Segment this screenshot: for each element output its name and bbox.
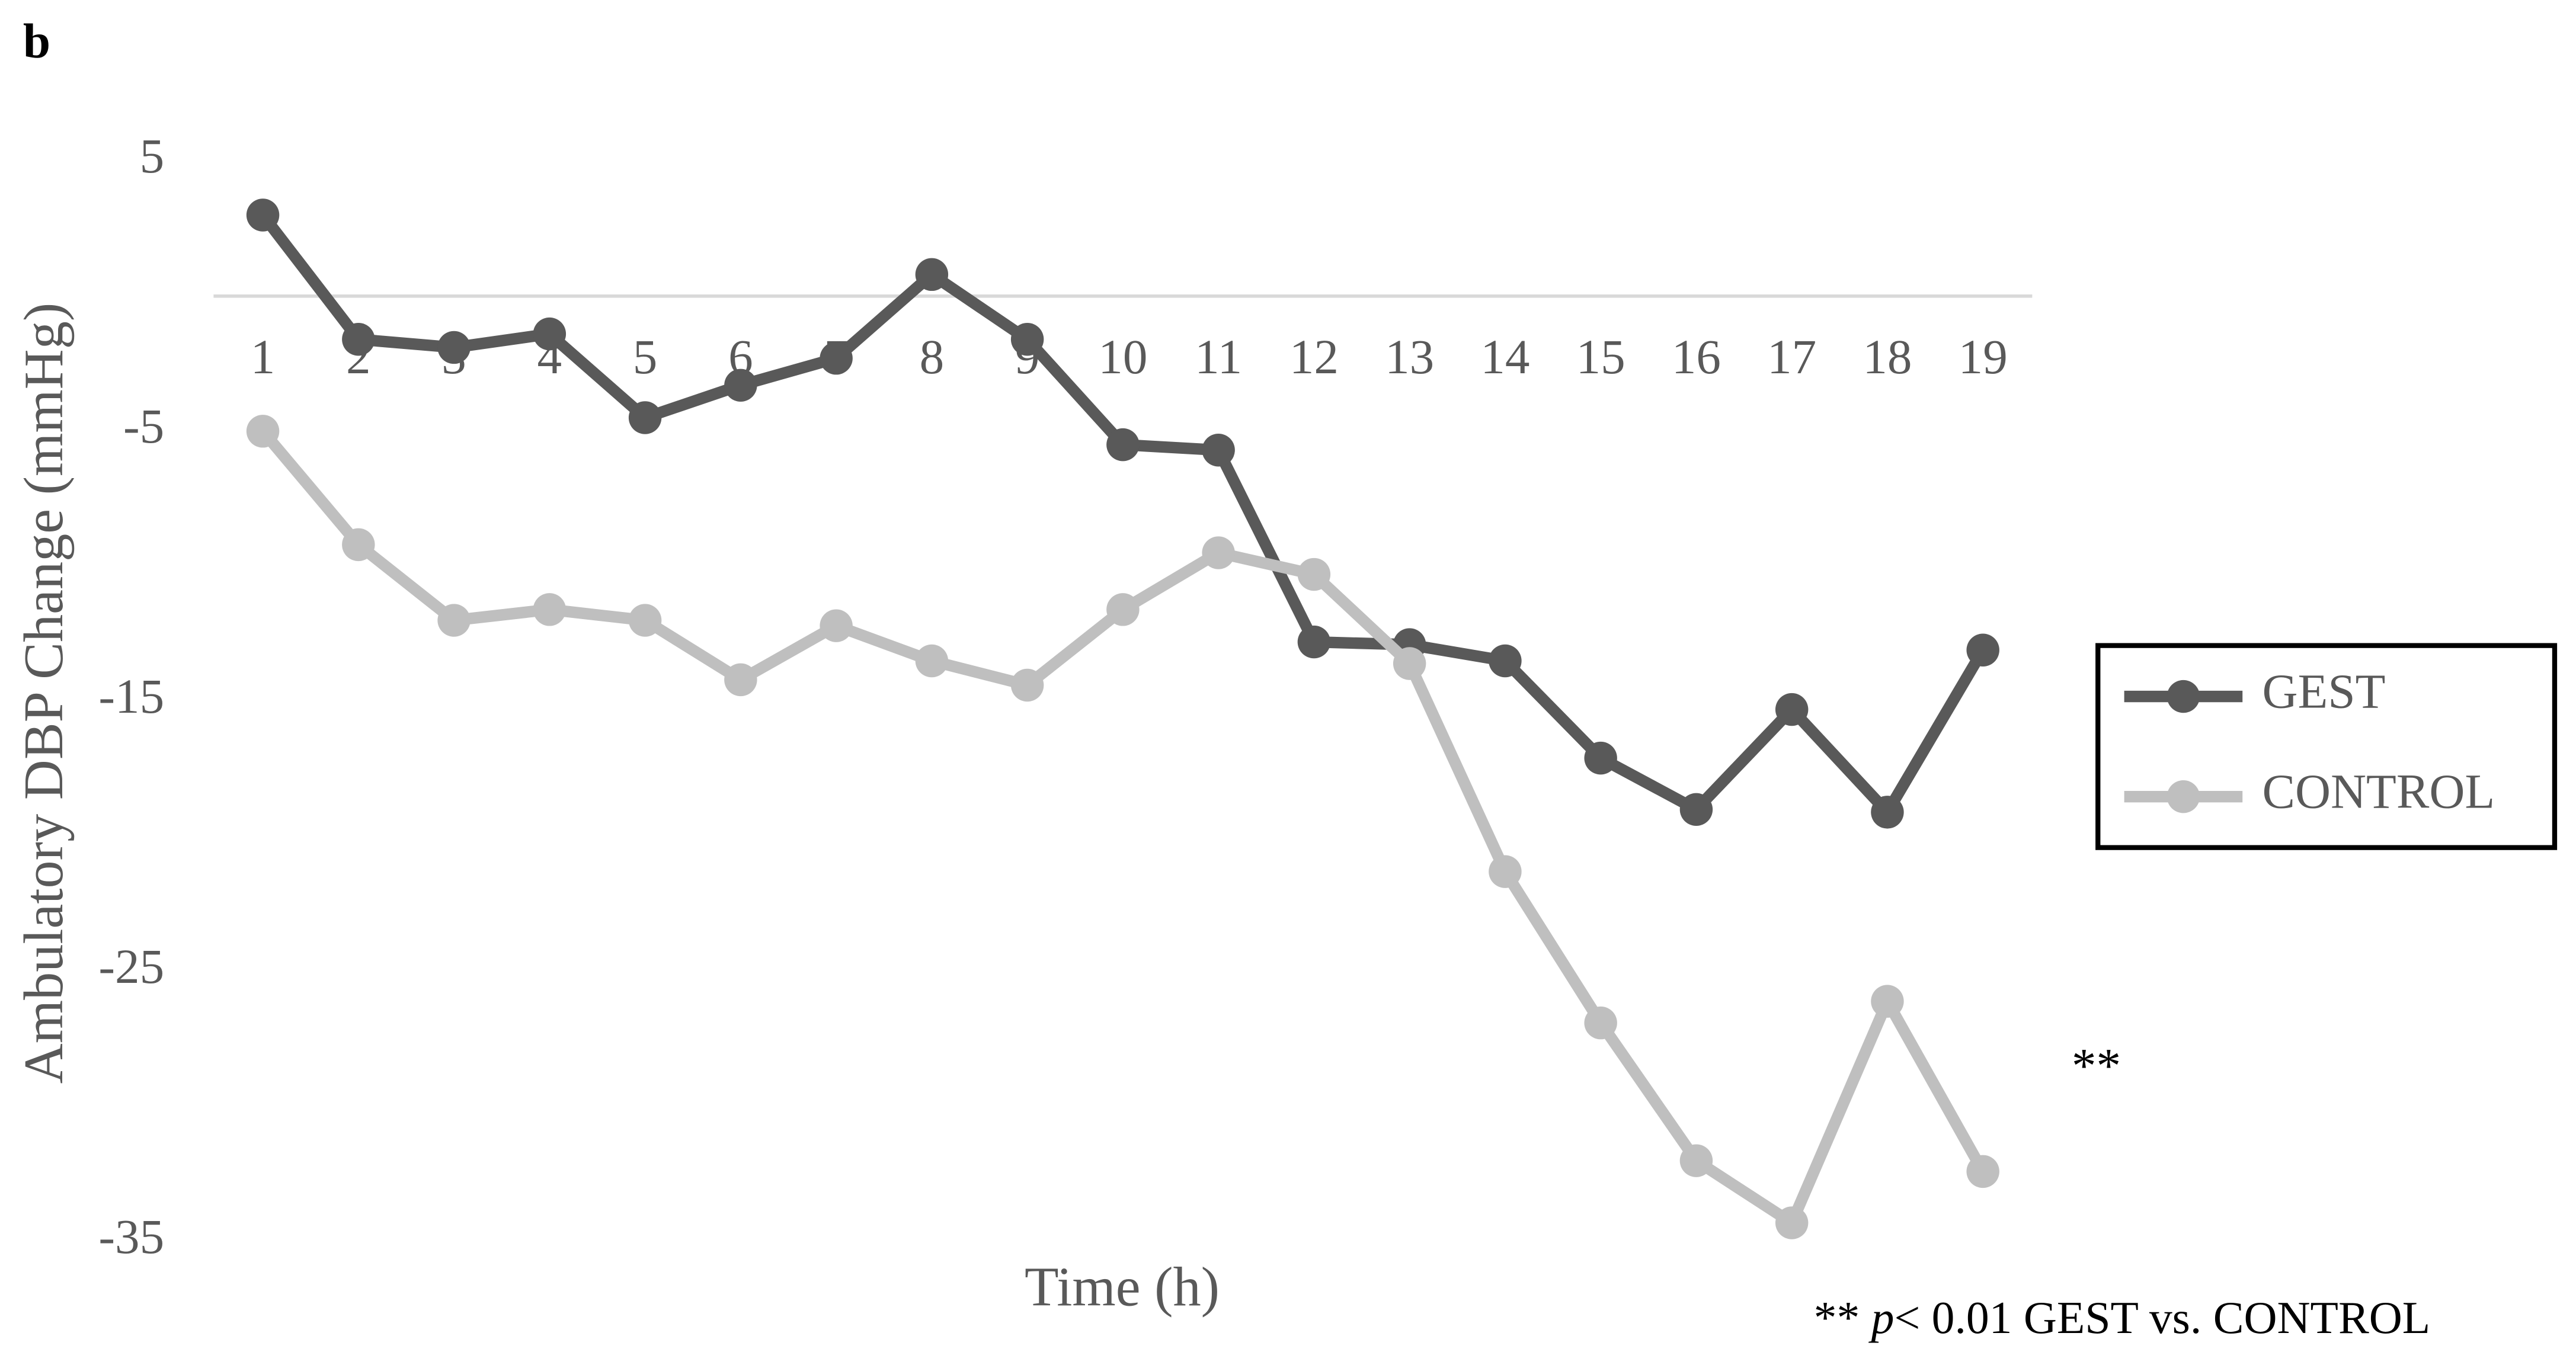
data-point: [437, 331, 471, 364]
footnote-part: p: [1868, 1292, 1895, 1343]
x-axis-title: Time (h): [1025, 1257, 1220, 1318]
data-point: [915, 258, 949, 291]
y-tick-label: -35: [98, 1209, 164, 1264]
x-tick-label: 11: [1195, 329, 1242, 384]
x-tick-label: 15: [1576, 329, 1625, 384]
data-point: [1775, 693, 1809, 726]
data-point: [628, 401, 662, 434]
y-tick-label: -15: [98, 669, 164, 723]
y-axis-title: Ambulatory DBP Change (mmHg): [13, 303, 75, 1084]
data-point: [1202, 434, 1235, 467]
data-point: [533, 593, 567, 626]
x-tick-label: 18: [1863, 329, 1912, 384]
x-tick-label: 13: [1385, 329, 1434, 384]
y-tick-label: -5: [123, 399, 164, 453]
legend-marker: [2167, 680, 2200, 713]
data-point: [820, 609, 853, 642]
x-tick-label: 17: [1767, 329, 1816, 384]
legend-label: GEST: [2262, 664, 2385, 719]
legend-box: [2095, 643, 2558, 850]
data-point: [246, 198, 280, 232]
x-tick-label: 10: [1098, 329, 1147, 384]
data-point: [724, 663, 757, 697]
plot-area: 5-5-15-25-351234567891011121314151617181…: [98, 129, 2033, 1264]
data-point: [1871, 796, 1904, 829]
x-tick-label: 12: [1289, 329, 1339, 384]
y-tick-label: -25: [98, 939, 164, 994]
data-point: [1679, 793, 1713, 826]
data-point: [1489, 644, 1522, 678]
footnote-part: < 0.01 GEST vs. CONTROL: [1894, 1292, 2430, 1343]
data-point: [1489, 855, 1522, 888]
y-tick-label: 5: [140, 129, 165, 183]
data-point: [1106, 593, 1140, 626]
data-point: [1584, 1006, 1617, 1040]
data-point: [915, 644, 949, 678]
x-tick-label: 19: [1959, 329, 2008, 384]
data-point: [246, 415, 280, 448]
footnote-part: **: [1814, 1292, 1860, 1343]
data-point: [533, 317, 567, 351]
data-point: [1106, 428, 1140, 462]
data-point: [724, 369, 757, 402]
x-tick-label: 1: [251, 329, 276, 384]
data-point: [1010, 323, 1044, 356]
x-tick-label: 14: [1480, 329, 1529, 384]
data-point: [1966, 1155, 1999, 1188]
data-point: [1871, 985, 1904, 1018]
data-point: [342, 528, 375, 562]
x-tick-label: 8: [920, 329, 945, 384]
x-tick-label: 5: [633, 329, 658, 384]
legend: GEST CONTROL: [2095, 643, 2558, 850]
data-point: [1679, 1144, 1713, 1177]
data-point: [820, 341, 853, 375]
data-point: [1584, 741, 1617, 775]
data-point: [1966, 633, 1999, 667]
footnote: ** p< 0.01 GEST vs. CONTROL: [1814, 1292, 2431, 1343]
data-point: [628, 604, 662, 637]
panel-label: b: [23, 14, 50, 68]
data-point: [1775, 1206, 1809, 1239]
legend-label: CONTROL: [2262, 764, 2495, 819]
data-point: [1202, 536, 1235, 569]
legend-marker: [2167, 780, 2200, 813]
data-point: [437, 604, 471, 637]
data-point: [1010, 668, 1044, 702]
data-point: [1393, 647, 1426, 680]
data-point: [342, 323, 375, 356]
data-point: [1297, 557, 1331, 591]
data-point: [1297, 625, 1331, 659]
x-tick-label: 16: [1672, 329, 1721, 384]
significance-annotation: **: [2072, 1039, 2121, 1093]
